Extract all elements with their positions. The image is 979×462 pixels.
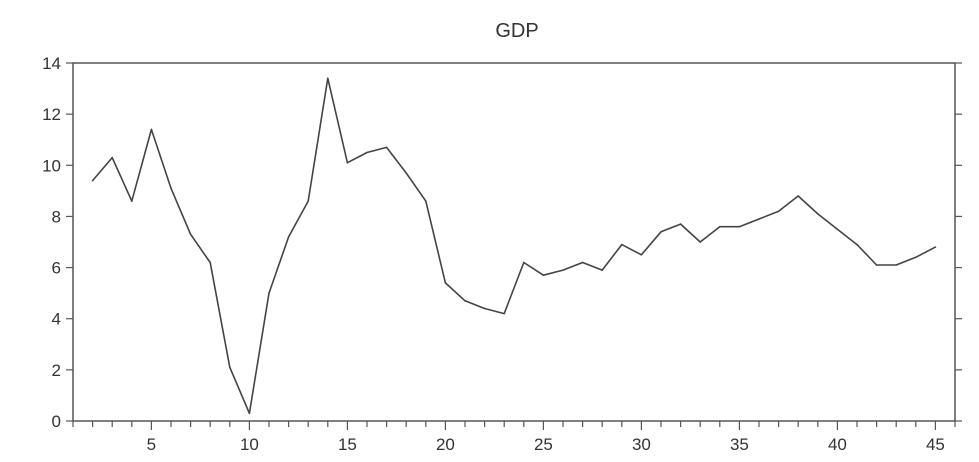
data-point — [111, 156, 113, 159]
data-point — [895, 264, 897, 266]
y-tick-label: 2 — [52, 361, 61, 380]
data-point — [660, 230, 662, 233]
y-tick-label: 10 — [42, 156, 61, 175]
x-tick-label: 15 — [338, 435, 357, 454]
data-point — [777, 210, 780, 213]
axes: 0 2 4 6 8 10 12 14 5 10 15 20 25 30 35 40 45 — [42, 54, 962, 454]
data-point — [307, 200, 310, 202]
y-tick-label: 8 — [52, 207, 61, 226]
x-tick-label: 30 — [632, 435, 651, 454]
x-tick-label: 5 — [147, 435, 156, 454]
data-point — [444, 282, 447, 284]
chart-title: GDP — [495, 20, 538, 42]
y-tick-label: 4 — [52, 310, 61, 329]
data-point — [542, 274, 545, 277]
data-point — [679, 223, 682, 225]
x-tick-label: 25 — [534, 435, 553, 454]
x-tick-label: 35 — [730, 435, 749, 454]
data-point — [875, 264, 878, 266]
data-point — [562, 269, 564, 271]
data-point — [836, 228, 839, 231]
data-point — [268, 292, 270, 294]
x-tick-label: 10 — [240, 435, 259, 454]
y-tick-label: 12 — [42, 105, 61, 124]
data-point — [405, 172, 408, 174]
data-point — [425, 200, 427, 202]
data-point — [797, 195, 799, 197]
data-point — [150, 128, 153, 131]
data-point — [758, 218, 760, 220]
data-point — [719, 225, 721, 228]
series-layer — [91, 77, 937, 415]
data-point — [366, 151, 368, 154]
data-point — [640, 253, 643, 256]
data-point — [483, 307, 486, 310]
data-point — [817, 213, 819, 215]
data-point — [581, 261, 584, 264]
plot-frame — [72, 62, 956, 422]
data-point — [346, 161, 349, 164]
data-point — [170, 187, 172, 190]
data-point — [621, 243, 623, 246]
data-point — [503, 312, 506, 315]
data-point — [385, 146, 388, 149]
data-point — [856, 243, 858, 246]
x-tick-label: 20 — [436, 435, 455, 454]
data-point — [915, 256, 917, 259]
data-point — [934, 246, 937, 248]
data-point — [209, 261, 211, 264]
data-point — [601, 269, 603, 271]
data-point — [464, 300, 466, 302]
x-tick-label: 45 — [926, 435, 945, 454]
data-point — [523, 261, 525, 264]
data-point — [189, 233, 192, 236]
data-point — [229, 366, 231, 369]
data-point — [327, 77, 329, 80]
y-tick-label: 6 — [52, 259, 61, 278]
x-tick-label: 40 — [828, 435, 847, 454]
y-tick-label: 14 — [42, 54, 61, 73]
data-point — [131, 200, 133, 202]
series-line-gdp — [91, 77, 936, 415]
y-tick-label: 0 — [52, 412, 61, 431]
data-point — [287, 236, 290, 238]
data-point — [248, 412, 251, 415]
data-point — [91, 179, 94, 182]
data-point — [699, 241, 701, 243]
data-point — [738, 225, 741, 228]
